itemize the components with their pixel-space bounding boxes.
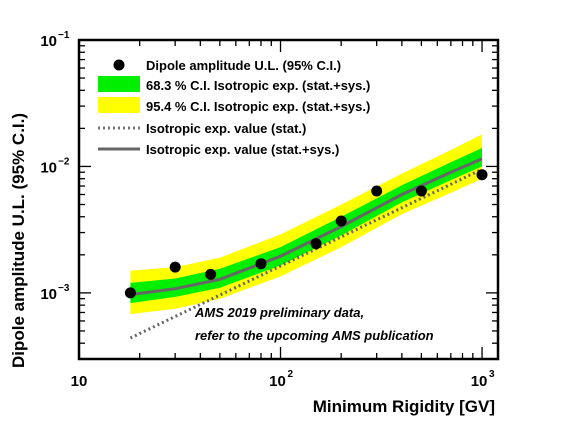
note-line-1: AMS 2019 preliminary data, [194,305,364,320]
data-point-7 [415,185,427,197]
data-point-2 [205,268,217,280]
legend-swatch-95 [98,97,140,113]
x-tick-label-exp-1: 2 [288,369,294,380]
plot-frame [77,38,500,361]
band-2 [130,148,482,304]
x-tick-label-1: 10 [269,373,286,390]
legend-label-points: Dipole amplitude U.L. (95% C.I.) [146,58,341,73]
legend-label-68: 68.3 % C.I. Isotropic exp. (stat.+sys.) [146,78,370,93]
x-tick-label-2: 10 [471,373,488,390]
y-tick-label-exp-1: −2 [58,156,70,167]
legend-swatch-68 [98,76,140,92]
legend: Dipole amplitude U.L. (95% C.I.) 68.3 % … [98,58,370,157]
y-axis-title: Dipole amplitude U.L. (95% C.I.) [9,113,28,368]
legend-label-stat: Isotropic exp. value (stat.) [146,121,306,136]
x-tick-label-exp-2: 3 [489,369,495,380]
expectation-lines [129,157,483,340]
band-1 [130,134,482,315]
y-tick-label-exp-0: −3 [58,283,70,294]
y-tick-label-0: 10 [40,286,57,303]
y-tick-label-1: 10 [40,159,57,176]
legend-label-95: 95.4 % C.I. Isotropic exp. (stat.+sys.) [146,99,370,114]
legend-marker-points [113,59,125,71]
note-line-2: refer to the upcoming AMS publication [195,328,434,343]
data-point-0 [124,287,136,299]
data-point-1 [169,261,181,273]
legend-label-statsys: Isotropic exp. value (stat.+sys.) [146,142,339,157]
axis-ticks [78,39,498,360]
x-axis-title: Minimum Rigidity [GV] [313,397,495,416]
data-point-3 [255,258,267,270]
data-points [124,169,488,299]
x-tick-label-0: 10 [71,373,88,390]
data-point-6 [371,185,383,197]
data-point-8 [476,169,488,181]
y-tick-label-exp-2: −1 [58,30,70,41]
ci-bands [130,134,482,315]
tick-labels: 10 10 2 10 310 −310 −210 −1 [40,30,495,390]
y-tick-label-2: 10 [40,33,57,50]
data-point-4 [310,238,322,250]
data-point-5 [335,215,347,227]
line-statsys [130,157,483,297]
